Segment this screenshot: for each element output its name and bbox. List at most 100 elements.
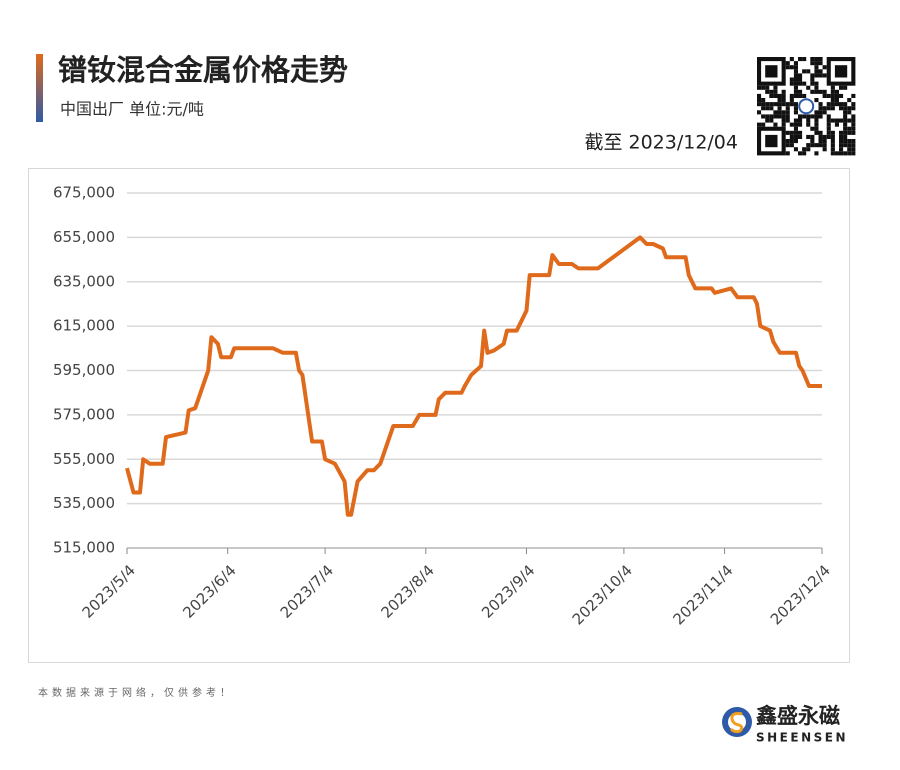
qr-module	[818, 114, 823, 119]
qr-module	[851, 93, 856, 98]
qr-module	[822, 147, 827, 152]
y-tick-label: 555,000	[53, 450, 115, 468]
qr-module	[814, 73, 819, 78]
qr-module	[839, 151, 844, 156]
qr-module	[851, 151, 856, 156]
qr-module	[851, 106, 856, 111]
qr-module	[793, 134, 798, 139]
qr-module	[769, 93, 774, 98]
qr-module	[847, 106, 852, 111]
qr-module	[793, 69, 798, 74]
qr-code	[756, 56, 856, 156]
qr-module	[798, 151, 803, 156]
qr-module	[785, 110, 790, 115]
qr-module	[769, 106, 774, 111]
qr-finder	[826, 56, 856, 86]
qr-module	[798, 77, 803, 82]
qr-module	[834, 93, 839, 98]
qr-module	[765, 85, 770, 90]
qr-module	[765, 89, 770, 94]
qr-module	[847, 130, 852, 135]
qr-module	[814, 57, 819, 62]
qr-module	[839, 134, 844, 139]
qr-module	[785, 61, 790, 66]
qr-module	[806, 147, 811, 152]
logo-core	[728, 713, 746, 731]
qr-module	[798, 130, 803, 135]
qr-module	[814, 98, 819, 103]
qr-module	[773, 102, 778, 107]
qr-module	[781, 114, 786, 119]
qr-module	[818, 57, 823, 62]
qr-module	[830, 134, 835, 139]
qr-module	[757, 102, 762, 107]
qr-module	[826, 106, 831, 111]
x-tick-label: 2023/10/4	[569, 561, 636, 628]
qr-module	[793, 85, 798, 90]
qr-module	[814, 122, 819, 127]
qr-module	[851, 126, 856, 131]
qr-module	[773, 114, 778, 119]
qr-module	[781, 89, 786, 94]
qr-module	[839, 93, 844, 98]
qr-module	[777, 93, 782, 98]
qr-module	[802, 57, 807, 62]
qr-module	[769, 89, 774, 94]
qr-module	[777, 110, 782, 115]
qr-module	[793, 126, 798, 131]
qr-module	[789, 102, 794, 107]
qr-module	[834, 151, 839, 156]
y-tick-label: 515,000	[53, 539, 115, 557]
qr-module	[810, 134, 815, 139]
title: 镨钕混合金属价格走势	[58, 53, 348, 87]
qr-module	[822, 106, 827, 111]
qr-module	[789, 81, 794, 86]
subtitle: 中国出厂 单位:元/吨	[60, 100, 204, 119]
qr-module	[834, 98, 839, 103]
qr-module	[798, 118, 803, 123]
qr-module	[826, 126, 831, 131]
qr-module	[757, 110, 762, 115]
qr-module	[851, 118, 856, 123]
qr-module	[785, 143, 790, 148]
qr-module	[789, 57, 794, 62]
qr-module	[830, 143, 835, 148]
qr-module	[814, 126, 819, 131]
qr-module	[814, 143, 819, 148]
plot: 515,000 535,000 555,000 575,000 595,000 615,0…	[53, 184, 834, 629]
qr-module	[847, 98, 852, 103]
qr-module	[822, 65, 827, 70]
qr-module	[851, 114, 856, 119]
qr-module	[769, 118, 774, 123]
qr-module	[789, 65, 794, 70]
qr-module	[793, 130, 798, 135]
qr-module	[843, 106, 848, 111]
qr-module	[843, 110, 848, 115]
qr-module	[830, 139, 835, 144]
qr-module	[781, 110, 786, 115]
qr-module	[839, 143, 844, 148]
qr-module	[793, 118, 798, 123]
qr-module	[793, 110, 798, 115]
qr-module	[777, 106, 782, 111]
qr-module	[818, 130, 823, 135]
qr-module	[810, 81, 815, 86]
qr-module	[834, 118, 839, 123]
qr-module	[798, 93, 803, 98]
qr-module	[839, 147, 844, 152]
qr-module	[781, 122, 786, 127]
qr-module	[839, 130, 844, 135]
qr-module	[839, 85, 844, 90]
qr-module	[822, 134, 827, 139]
qr-module	[818, 73, 823, 78]
qr-module	[839, 118, 844, 123]
qr-module	[806, 143, 811, 148]
qr-module	[843, 114, 848, 119]
qr-module	[834, 122, 839, 127]
y-tick-label: 635,000	[53, 272, 115, 290]
qr-module	[847, 118, 852, 123]
qr-module	[789, 143, 794, 148]
brand-name: 鑫盛永磁	[755, 704, 840, 728]
qr-module	[793, 147, 798, 152]
qr-module	[847, 110, 852, 115]
